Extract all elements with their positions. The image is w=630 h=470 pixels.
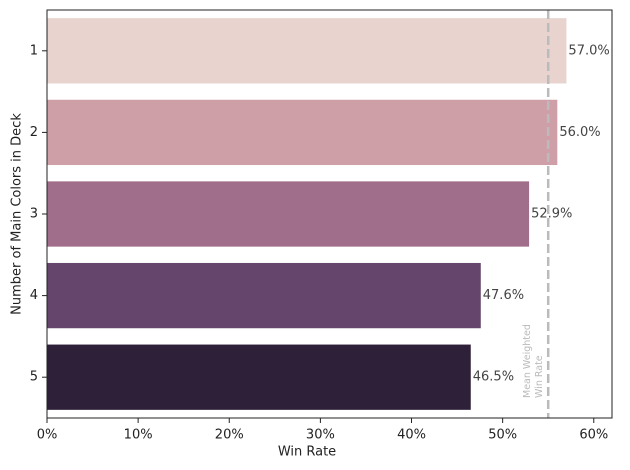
x-tick-label: 40%	[397, 428, 426, 443]
data-label: 52.9%	[531, 207, 572, 222]
bar	[47, 344, 471, 410]
bar	[47, 99, 558, 166]
x-tick-label: 20%	[215, 428, 244, 443]
y-tick-label: 2	[30, 125, 38, 140]
data-label: 57.0%	[568, 43, 609, 58]
reference-label-line: Mean Weighted	[522, 324, 533, 398]
data-label: 56.0%	[559, 125, 600, 140]
y-tick-label: 3	[30, 207, 38, 222]
data-label: 46.5%	[473, 370, 514, 385]
y-tick-label: 4	[30, 288, 38, 303]
y-tick-label: 5	[30, 370, 38, 385]
x-tick-label: 30%	[306, 428, 335, 443]
x-tick-label: 0%	[37, 428, 58, 443]
data-label: 47.6%	[483, 288, 524, 303]
x-tick-label: 10%	[124, 428, 153, 443]
bar	[47, 262, 481, 329]
x-tick-label: 50%	[488, 428, 517, 443]
plot-frame	[46, 9, 613, 419]
x-tick-label: 60%	[579, 428, 608, 443]
y-axis-title: Number of Main Colors in Deck	[10, 113, 25, 315]
bar	[47, 18, 567, 84]
reference-label: Mean WeightedWin Rate	[522, 324, 545, 398]
reference-label-line: Win Rate	[534, 355, 545, 398]
x-axis-title: Win Rate	[278, 445, 336, 460]
bar	[47, 181, 530, 247]
y-tick-label: 1	[30, 43, 38, 58]
